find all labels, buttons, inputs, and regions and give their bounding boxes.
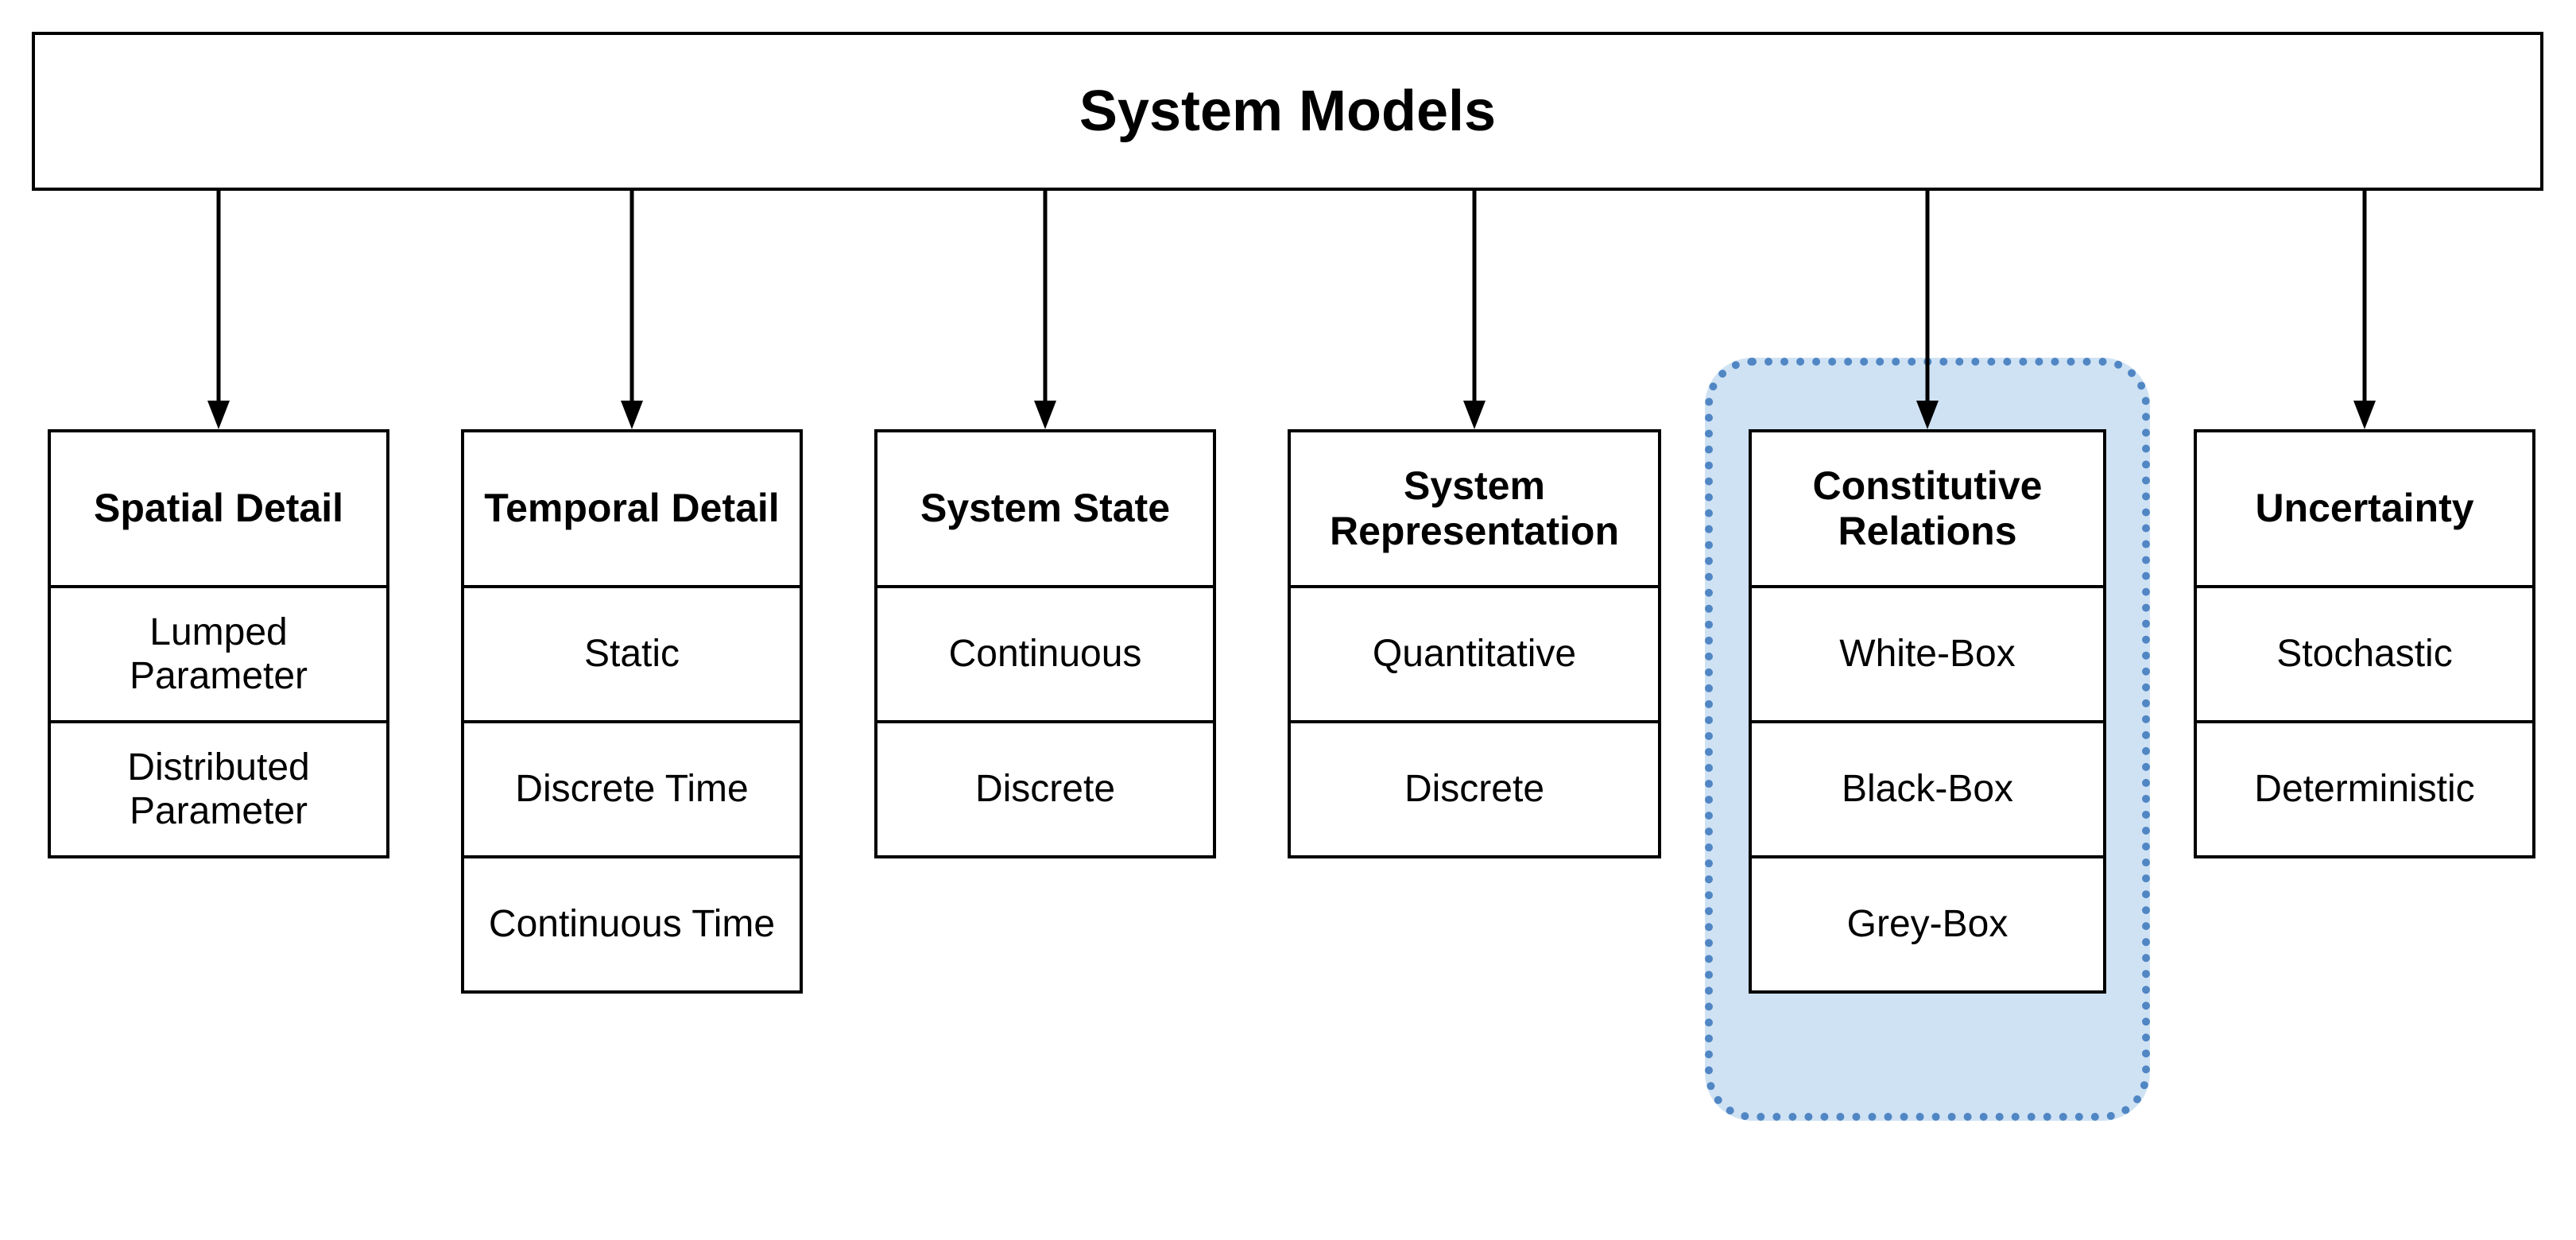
column-item: Lumped Parameter <box>48 588 389 723</box>
arrow-head-1 <box>621 401 643 429</box>
arrow-head-0 <box>207 401 230 429</box>
column-item: Continuous <box>874 588 1216 723</box>
column-item: Discrete Time <box>461 723 803 858</box>
column-item: Discrete <box>1288 723 1661 858</box>
column-5: UncertaintyStochasticDeterministic <box>2194 429 2535 858</box>
column-item: Black-Box <box>1749 723 2106 858</box>
column-item: Deterministic <box>2194 723 2535 858</box>
column-1: Temporal DetailStaticDiscrete TimeContin… <box>461 429 803 994</box>
column-item: Distributed Parameter <box>48 723 389 858</box>
root-label: System Models <box>1079 79 1496 144</box>
column-3: System RepresentationQuantitativeDiscret… <box>1288 429 1661 858</box>
column-header: Spatial Detail <box>48 429 389 588</box>
column-header: Temporal Detail <box>461 429 803 588</box>
column-item: Quantitative <box>1288 588 1661 723</box>
column-4: Constitutive RelationsWhite-BoxBlack-Box… <box>1749 429 2106 994</box>
column-item: Stochastic <box>2194 588 2535 723</box>
arrow-head-2 <box>1034 401 1056 429</box>
arrow-head-3 <box>1463 401 1486 429</box>
arrow-head-5 <box>2353 401 2376 429</box>
column-0: Spatial DetailLumped ParameterDistribute… <box>48 429 389 858</box>
root-node: System Models <box>32 32 2543 191</box>
column-header: System Representation <box>1288 429 1661 588</box>
column-item: Continuous Time <box>461 858 803 994</box>
column-header: Constitutive Relations <box>1749 429 2106 588</box>
column-2: System StateContinuousDiscrete <box>874 429 1216 858</box>
column-header: Uncertainty <box>2194 429 2535 588</box>
column-item: White-Box <box>1749 588 2106 723</box>
column-item: Static <box>461 588 803 723</box>
column-item: Discrete <box>874 723 1216 858</box>
diagram-canvas: System Models Spatial DetailLumped Param… <box>0 0 2576 1240</box>
column-header: System State <box>874 429 1216 588</box>
column-item: Grey-Box <box>1749 858 2106 994</box>
